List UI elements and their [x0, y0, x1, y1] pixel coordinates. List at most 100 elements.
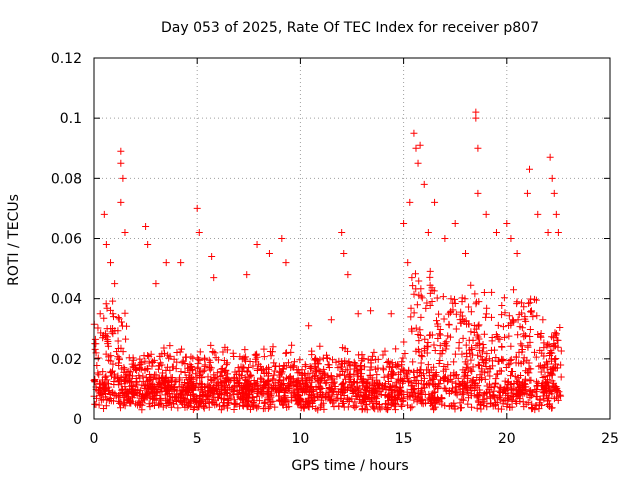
- data-point: [499, 323, 507, 331]
- data-point: [431, 346, 439, 354]
- data-point: [379, 384, 387, 392]
- data-point: [542, 389, 550, 397]
- data-point: [257, 374, 265, 382]
- data-point: [526, 394, 534, 402]
- data-point: [459, 385, 467, 393]
- data-point: [184, 364, 192, 372]
- data-point: [397, 401, 405, 409]
- data-point: [98, 386, 106, 394]
- data-point: [417, 352, 425, 360]
- data-point: [264, 395, 272, 403]
- data-point: [366, 372, 374, 380]
- data-point: [271, 367, 279, 375]
- data-point: [172, 365, 180, 373]
- data-point: [170, 385, 178, 393]
- data-point: [367, 359, 375, 367]
- data-point: [408, 325, 416, 333]
- data-point: [162, 366, 170, 374]
- data-point: [177, 259, 185, 267]
- data-point: [359, 382, 367, 390]
- data-point: [474, 361, 482, 369]
- data-point: [482, 363, 490, 371]
- data-point: [367, 307, 375, 315]
- data-point: [550, 395, 558, 403]
- x-tick-label: 25: [601, 431, 619, 447]
- data-point: [318, 401, 326, 409]
- data-point: [358, 406, 366, 414]
- data-point: [513, 379, 521, 387]
- data-point: [503, 219, 511, 227]
- data-point: [111, 327, 119, 335]
- data-point: [266, 401, 274, 409]
- data-point: [415, 337, 423, 345]
- data-point: [550, 384, 558, 392]
- data-point: [321, 370, 329, 378]
- data-point: [95, 401, 103, 409]
- data-point: [363, 379, 371, 387]
- data-point: [494, 321, 502, 329]
- data-point: [491, 382, 499, 390]
- data-point: [144, 351, 152, 359]
- data-point: [521, 332, 529, 340]
- data-point: [486, 372, 494, 380]
- data-point: [467, 356, 475, 364]
- data-point: [328, 376, 336, 384]
- data-point: [243, 271, 251, 279]
- data-point: [117, 318, 125, 326]
- data-point: [195, 228, 203, 236]
- data-point: [384, 393, 392, 401]
- data-point: [551, 355, 559, 363]
- data-point: [474, 351, 482, 359]
- data-point: [266, 348, 274, 356]
- data-point: [544, 368, 552, 376]
- data-point: [267, 352, 275, 360]
- data-point: [442, 338, 450, 346]
- data-point: [372, 399, 380, 407]
- data-point: [207, 388, 215, 396]
- data-point: [205, 356, 213, 364]
- data-point: [552, 331, 560, 339]
- data-point: [351, 360, 359, 368]
- data-point: [362, 393, 370, 401]
- data-point: [250, 379, 258, 387]
- data-point: [100, 314, 108, 322]
- data-point: [210, 274, 218, 282]
- data-point: [524, 342, 532, 350]
- data-point: [172, 394, 180, 402]
- data-point: [239, 399, 247, 407]
- data-point: [110, 370, 118, 378]
- data-point: [434, 383, 442, 391]
- data-point: [557, 392, 565, 400]
- data-point: [410, 368, 418, 376]
- data-point: [116, 404, 124, 412]
- data-point: [370, 348, 378, 356]
- data-point: [498, 343, 506, 351]
- data-point: [513, 399, 521, 407]
- data-point: [243, 400, 251, 408]
- data-point: [413, 367, 421, 375]
- data-point: [239, 383, 247, 391]
- data-point: [220, 402, 228, 410]
- x-tick-label: 0: [90, 431, 99, 447]
- data-point: [324, 361, 332, 369]
- data-point: [554, 228, 562, 236]
- data-point: [186, 374, 194, 382]
- data-point: [536, 395, 544, 403]
- data-point: [516, 384, 524, 392]
- data-point: [458, 350, 466, 358]
- data-point: [548, 349, 556, 357]
- data-point: [221, 343, 229, 351]
- data-point: [148, 362, 156, 370]
- data-point: [219, 348, 227, 356]
- data-point: [187, 397, 195, 405]
- data-point: [122, 335, 130, 343]
- data-point: [478, 365, 486, 373]
- data-point: [473, 331, 481, 339]
- data-point: [243, 367, 251, 375]
- data-point: [146, 403, 154, 411]
- data-point: [231, 368, 239, 376]
- data-point: [518, 342, 526, 350]
- data-point: [405, 378, 413, 386]
- data-point: [327, 316, 335, 324]
